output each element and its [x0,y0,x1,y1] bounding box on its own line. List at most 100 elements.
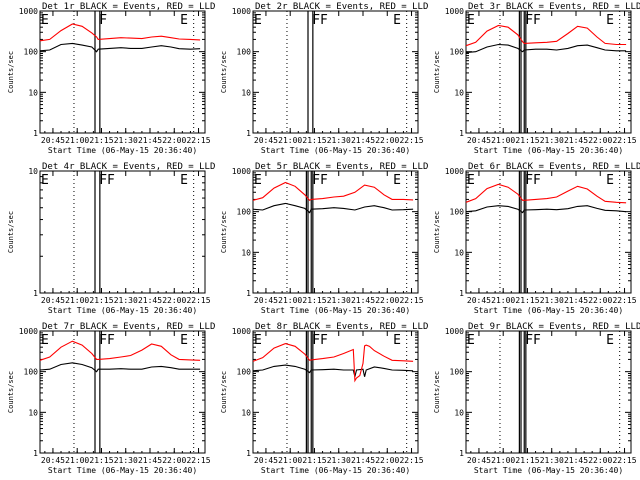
mode-marker-label: E [393,333,401,348]
panel-7: Det 7r BLACK = Events, RED = LLD 1 10 100 10… [7,322,215,475]
x-tick-label: 20:45 [254,296,278,305]
x-tick-label: 22:00 [162,296,186,305]
x-tick-label: 21:00 [278,296,302,305]
mode-marker-label: E [180,13,188,28]
x-axis-label: Start Time (06-May-15 20:36:40) [474,306,623,315]
mode-marker-label: FF [312,173,328,188]
x-tick-label: 21:00 [278,456,302,465]
y-tick-label: 1000 [445,7,464,16]
series-line-lld [252,181,414,201]
panel-3: Det 3r BLACK = Events, RED = LLD 1 10 100 10… [433,2,640,155]
y-tick-label: 1 [246,129,251,138]
x-tick-label: 22:15 [612,136,636,145]
mode-marker-label: E [254,13,262,28]
panel-title: Det 3r BLACK = Events, RED = LLD [468,2,640,12]
y-tick-label: 1000 [232,7,251,16]
plot-frame [39,330,206,454]
x-tick-label: 21:45 [351,456,375,465]
panel-6: Det 6r BLACK = Events, RED = LLD 1 10 100 10… [433,162,640,315]
mode-marker-label: E [467,13,475,28]
x-tick-label: 22:00 [375,456,399,465]
mode-marker-label: E [41,173,49,188]
x-tick-label: 21:45 [138,136,162,145]
x-tick-label: 22:00 [162,136,186,145]
x-axis-label: Start Time (06-May-15 20:36:40) [48,146,197,155]
x-tick-label: 22:15 [186,296,210,305]
panel-8: Det 8r BLACK = Events, RED = LLD 1 10 100 10… [220,322,428,475]
x-tick-label: 21:45 [564,456,588,465]
x-tick-label: 21:15 [302,136,326,145]
x-tick-label: 22:15 [612,456,636,465]
y-tick-label: 1000 [19,7,38,16]
x-tick-label: 21:30 [540,136,564,145]
y-tick-label: 10 [28,88,38,97]
x-tick-label: 20:45 [254,456,278,465]
x-tick-label: 21:00 [491,136,515,145]
x-axis-label: Start Time (06-May-15 20:36:40) [48,466,197,475]
y-axis-label: Counts/sec [220,51,228,93]
x-axis-label: Start Time (06-May-15 20:36:40) [48,306,197,315]
mode-marker-label: E [41,333,49,348]
x-tick-label: 21:45 [351,136,375,145]
plot-frame [252,170,419,294]
mode-marker-label: FF [525,13,541,28]
x-tick-label: 21:15 [515,136,539,145]
mode-marker-label: E [467,333,475,348]
x-tick-label: 21:30 [114,296,138,305]
x-axis-label: Start Time (06-May-15 20:36:40) [261,306,410,315]
x-axis-label: Start Time (06-May-15 20:36:40) [261,466,410,475]
series-line-events [465,43,627,54]
mode-marker-label: FF [312,333,328,348]
mode-marker-label: E [180,333,188,348]
y-tick-label: 100 [24,368,39,377]
x-tick-label: 22:15 [399,136,423,145]
mode-marker-label: FF [312,13,328,28]
x-axis-label: Start Time (06-May-15 20:36:40) [261,146,410,155]
panel-title: Det 4r BLACK = Events, RED = LLD [42,162,215,172]
x-tick-label: 21:15 [302,456,326,465]
mode-marker-label: E [467,173,475,188]
x-tick-label: 21:00 [65,456,89,465]
x-tick-label: 22:00 [375,136,399,145]
x-tick-label: 21:45 [564,296,588,305]
y-tick-label: 100 [450,48,465,57]
x-tick-label: 21:30 [114,136,138,145]
mode-marker-label: E [180,173,188,188]
y-tick-label: 1 [33,129,38,138]
mode-marker-label: E [606,173,614,188]
x-tick-label: 20:45 [467,136,491,145]
x-tick-label: 20:45 [41,296,65,305]
y-axis-label: Counts/sec [7,51,15,93]
panel-2: Det 2r BLACK = Events, RED = LLD 1 10 100 10… [220,2,428,155]
x-tick-label: 21:45 [138,296,162,305]
x-tick-label: 22:00 [588,136,612,145]
y-axis-label: Counts/sec [433,371,441,413]
series-line-events [252,202,414,214]
x-tick-label: 22:00 [588,296,612,305]
y-axis-label: Counts/sec [220,211,228,253]
x-tick-label: 22:15 [612,296,636,305]
y-tick-label: 100 [450,208,465,217]
x-tick-label: 20:45 [41,456,65,465]
y-tick-label: 1000 [232,327,251,336]
y-tick-label: 10 [241,88,251,97]
y-tick-label: 10 [454,88,464,97]
y-axis-label: Counts/sec [433,51,441,93]
x-tick-label: 22:15 [186,136,210,145]
x-tick-label: 21:30 [540,456,564,465]
mode-marker-label: F [99,13,107,28]
x-tick-label: 20:45 [254,136,278,145]
mode-marker-label: FF [99,333,115,348]
mode-marker-label: E [254,173,262,188]
panel-title: Det 5r BLACK = Events, RED = LLD [255,162,428,172]
panel-1: Det 1r BLACK = Events, RED = LLD 1 10 100 10… [7,2,215,155]
y-tick-label: 10 [454,248,464,257]
y-axis-label: Counts/sec [220,371,228,413]
x-tick-label: 21:30 [327,296,351,305]
panel-title: Det 9r BLACK = Events, RED = LLD [468,322,640,332]
y-tick-label: 1 [246,449,251,458]
y-tick-label: 100 [24,48,39,57]
plot-frame [465,330,632,454]
x-tick-label: 20:45 [41,136,65,145]
panel-title: Det 7r BLACK = Events, RED = LLD [42,322,215,332]
